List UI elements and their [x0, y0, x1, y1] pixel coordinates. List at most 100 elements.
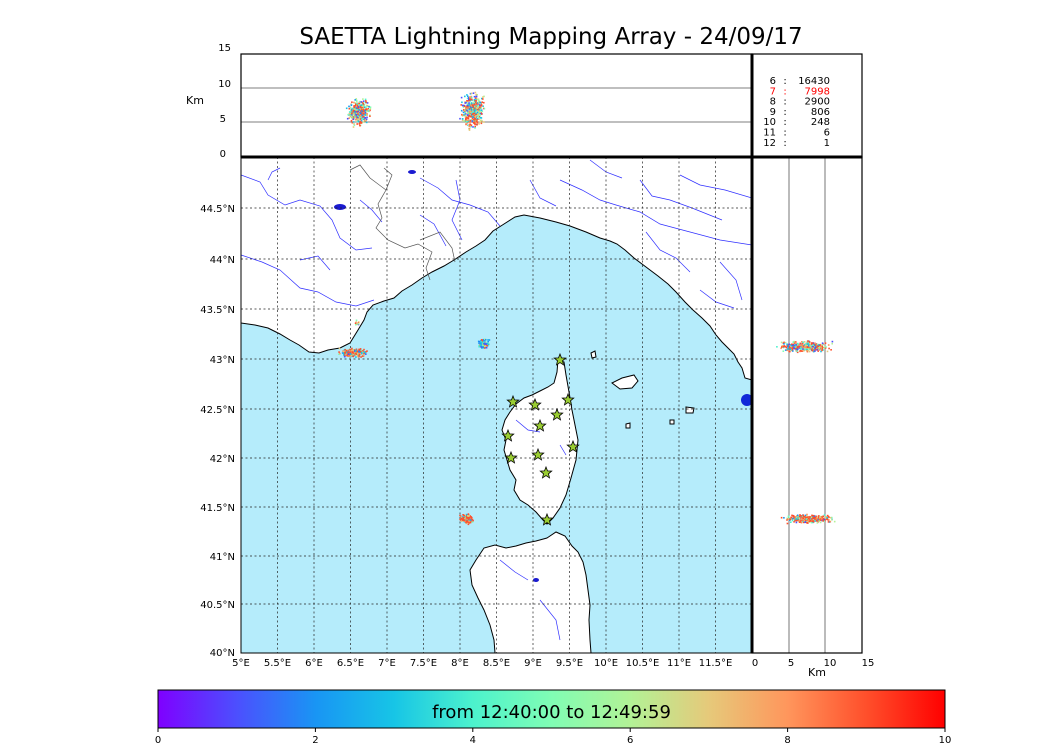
source-point: [473, 122, 476, 124]
source-point: [792, 341, 795, 343]
source-point: [483, 101, 485, 104]
source-point: [788, 350, 790, 353]
source-point: [821, 517, 823, 520]
source-point: [477, 111, 480, 113]
source-point: [349, 111, 352, 114]
source-point: [354, 99, 356, 101]
source-point: [472, 519, 474, 522]
source-point: [477, 105, 479, 107]
source-point: [462, 104, 464, 107]
source-point: [351, 101, 353, 103]
source-point: [356, 111, 359, 113]
source-point: [359, 118, 361, 120]
source-point: [792, 346, 794, 349]
source-point: [467, 521, 469, 523]
source-point: [460, 520, 463, 522]
source-point: [821, 344, 824, 346]
source-point: [823, 346, 825, 349]
source-point: [472, 105, 474, 108]
source-point: [823, 517, 825, 520]
source-point: [358, 118, 360, 121]
source-point: [467, 517, 470, 519]
top-panel-background: [241, 54, 752, 157]
station-count-stations: 9: [770, 107, 776, 118]
source-point: [811, 342, 814, 345]
source-point: [345, 352, 347, 355]
source-point: [369, 106, 372, 108]
source-point: [460, 109, 463, 112]
source-point: [356, 100, 358, 103]
source-point: [351, 114, 353, 117]
source-point: [470, 95, 473, 98]
source-point: [821, 348, 823, 350]
station-star-icon: [539, 465, 553, 479]
source-point: [479, 114, 482, 116]
source-point: [360, 101, 363, 103]
source-point: [829, 520, 832, 523]
source-point: [471, 516, 473, 519]
source-point: [467, 114, 469, 117]
source-point: [797, 344, 799, 346]
source-point: [355, 99, 358, 102]
source-point: [348, 117, 351, 119]
source-point: [790, 521, 792, 523]
source-point: [360, 113, 362, 116]
source-point: [479, 104, 481, 106]
source-point: [819, 348, 821, 351]
source-point: [469, 521, 472, 524]
source-point: [468, 114, 470, 117]
source-point: [365, 351, 367, 353]
source-point: [462, 517, 465, 519]
source-point: [804, 516, 806, 518]
source-point: [476, 94, 478, 96]
source-point: [471, 109, 474, 112]
source-point: [350, 104, 353, 106]
source-point: [466, 104, 469, 107]
source-point: [352, 108, 354, 110]
source-point: [468, 104, 470, 107]
source-point: [469, 515, 472, 518]
source-point: [474, 123, 476, 125]
source-point: [475, 103, 478, 105]
source-point: [484, 345, 486, 348]
source-point: [780, 347, 782, 350]
source-point: [476, 123, 478, 126]
source-point: [355, 348, 358, 351]
source-point: [484, 344, 487, 347]
source-point: [464, 518, 467, 520]
lon-tick-label: 8.5°E: [483, 658, 510, 669]
station-star-icon: [528, 397, 542, 411]
source-point: [807, 517, 810, 520]
source-point: [784, 341, 787, 344]
source-point: [795, 344, 797, 346]
source-point: [349, 348, 351, 351]
source-point: [475, 116, 477, 119]
source-point: [464, 520, 466, 522]
source-point: [467, 100, 469, 102]
source-point: [349, 113, 351, 115]
source-point: [476, 115, 479, 117]
source-point: [477, 340, 480, 343]
source-point: [350, 120, 353, 122]
source-point: [790, 516, 792, 519]
source-point: [352, 109, 354, 111]
source-point: [347, 355, 349, 357]
source-point: [798, 517, 801, 520]
source-point: [476, 122, 479, 124]
source-point: [362, 110, 365, 113]
source-point: [469, 125, 471, 127]
source-point: [801, 350, 803, 352]
station-count-separator: :: [783, 97, 786, 108]
source-point: [474, 117, 476, 120]
source-point: [800, 518, 803, 521]
source-point: [480, 343, 482, 345]
source-point: [467, 124, 470, 127]
source-point: [356, 350, 358, 353]
source-point: [801, 517, 803, 520]
source-point: [467, 105, 469, 108]
source-point: [819, 347, 822, 350]
source-point: [365, 100, 367, 102]
station-count-stations: 12: [763, 138, 776, 149]
island-corsica: [501, 359, 579, 525]
source-point: [812, 346, 814, 349]
